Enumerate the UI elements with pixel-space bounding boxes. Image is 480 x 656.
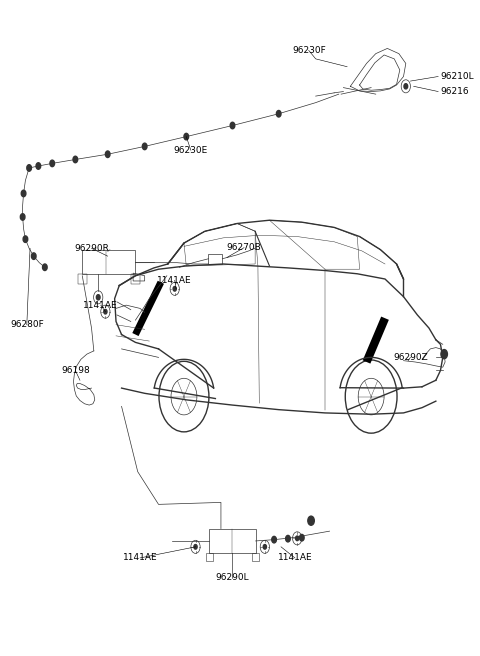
Text: 96280F: 96280F [10,320,44,329]
Bar [78,274,87,284]
Circle shape [21,190,26,197]
Circle shape [31,253,36,259]
Circle shape [194,544,197,549]
Circle shape [300,535,304,541]
Circle shape [143,143,147,150]
Circle shape [50,160,55,167]
Text: 1141AE: 1141AE [277,554,312,562]
Bar [206,554,213,561]
Circle shape [23,236,28,243]
Circle shape [36,163,41,169]
Circle shape [441,350,447,359]
Text: 96210L: 96210L [441,72,474,81]
Text: 1141AE: 1141AE [157,276,192,285]
Circle shape [184,133,189,140]
Bar [82,250,135,274]
Text: 96216: 96216 [441,87,469,96]
Circle shape [272,537,276,543]
Text: 1141AE: 1141AE [84,300,118,310]
Circle shape [263,544,266,549]
Circle shape [20,214,25,220]
Bar [252,554,259,561]
Text: 96230E: 96230E [174,146,208,155]
Circle shape [73,156,78,163]
Text: 96290L: 96290L [216,573,249,582]
Circle shape [296,536,299,541]
Text: 96230F: 96230F [292,46,325,55]
Bar [208,254,222,264]
Text: 96270B: 96270B [227,243,262,252]
Bar [131,274,140,284]
Circle shape [96,295,100,300]
Circle shape [104,310,107,314]
Circle shape [27,165,31,171]
Circle shape [404,84,408,89]
Circle shape [106,151,110,157]
Circle shape [230,122,235,129]
Text: 96290R: 96290R [74,244,109,253]
Circle shape [173,287,176,291]
Circle shape [286,535,290,542]
Circle shape [276,110,281,117]
Text: 96290Z: 96290Z [393,353,428,362]
Text: 96198: 96198 [61,366,90,375]
Circle shape [43,264,47,270]
Bar [209,529,255,554]
Text: 1141AE: 1141AE [123,554,157,562]
Circle shape [308,516,314,525]
